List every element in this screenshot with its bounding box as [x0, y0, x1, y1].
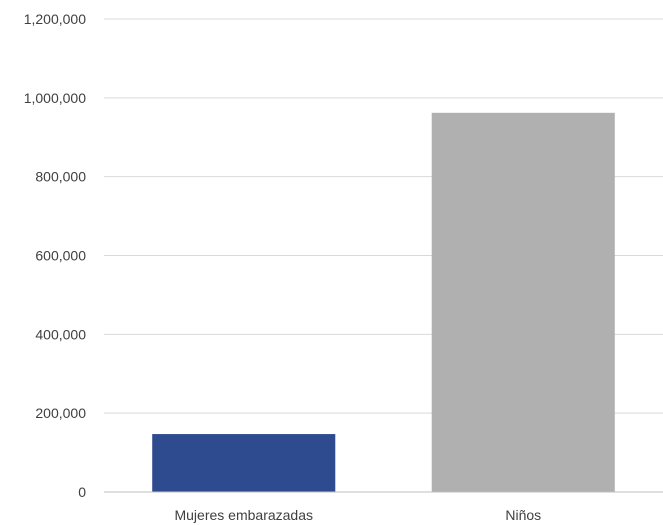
bar-ninos: [431, 112, 615, 492]
y-tick-label: 600,000: [35, 248, 86, 264]
x-category-label: Niños: [505, 507, 541, 523]
y-tick-label: 800,000: [35, 169, 86, 185]
y-tick-label: 0: [78, 484, 86, 500]
y-axis-tick-labels: 0 200,000 400,000 600,000 800,000 1,000,000 1,…: [24, 11, 87, 500]
x-axis-category-labels: Mujeres embarazadas Niños: [174, 507, 541, 523]
y-tick-label: 200,000: [35, 405, 86, 421]
bars: [152, 112, 615, 492]
y-tick-label: 1,200,000: [24, 11, 86, 27]
x-category-label: Mujeres embarazadas: [174, 507, 313, 523]
bar-mujeres-embarazadas: [152, 434, 336, 492]
y-tick-label: 400,000: [35, 326, 86, 342]
y-tick-label: 1,000,000: [24, 90, 86, 106]
